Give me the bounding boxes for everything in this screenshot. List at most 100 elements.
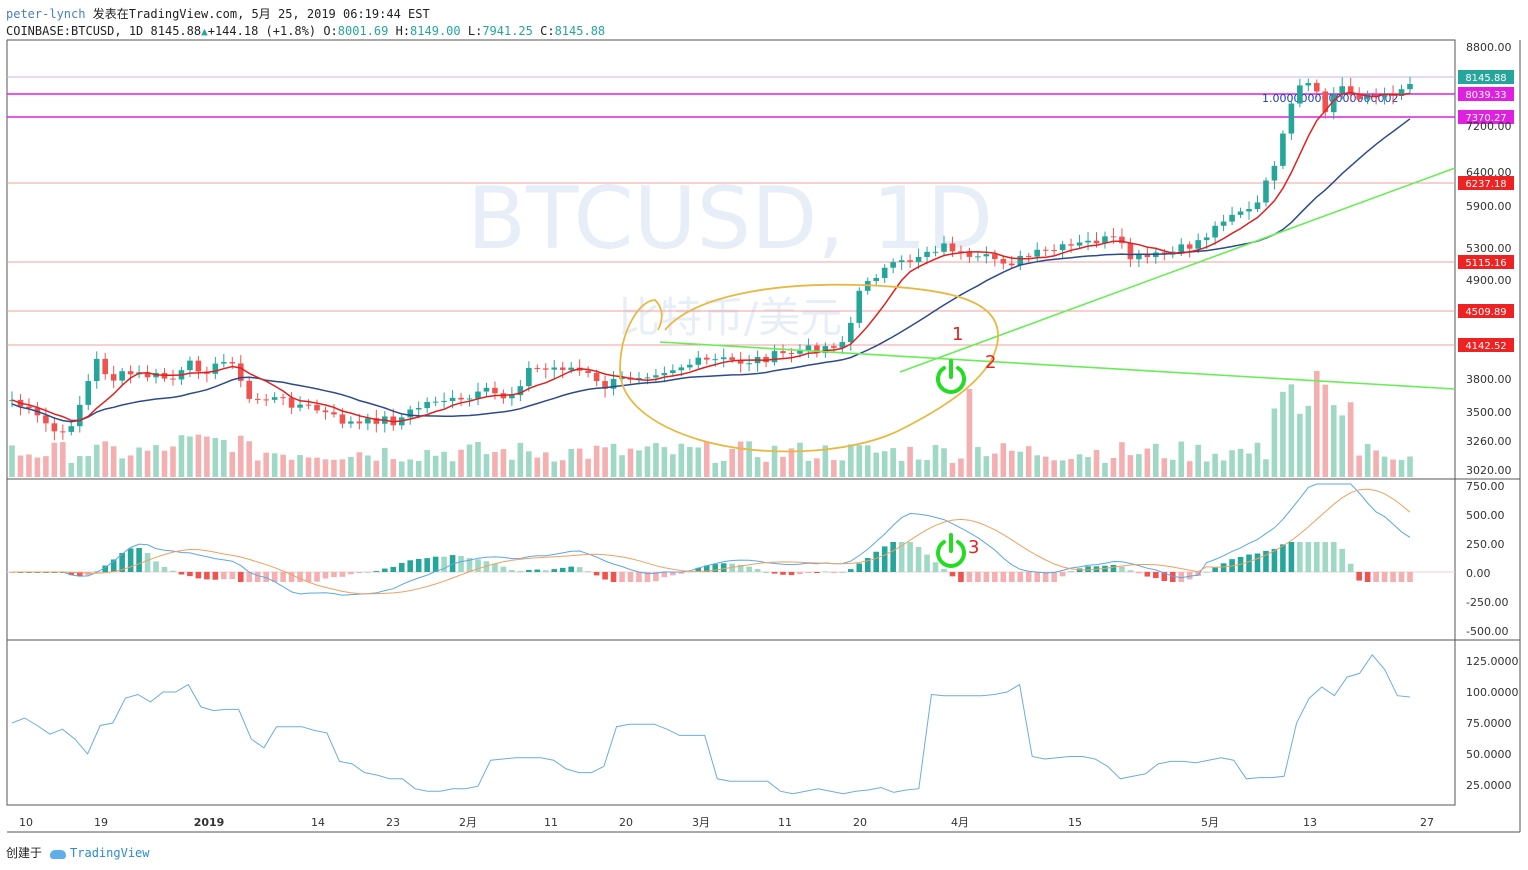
candle-body [1246,208,1252,212]
candle-body [653,375,659,378]
osc-tick-label: 50.0000 [1466,748,1512,761]
volume-bar [1347,402,1354,477]
candle-body [390,416,397,426]
candle-body [271,397,278,400]
macd-histogram-bar [93,570,100,572]
macd-histogram-bar [390,566,397,572]
volume-bar [348,456,354,477]
osc-tick-label: 100.0000 [1466,686,1519,699]
price-tick-label: 3020.00 [1466,464,1512,477]
macd-histogram-bar [644,572,651,582]
volume-bar [932,445,939,477]
volume-bar [331,459,337,477]
volume-bar [322,459,329,477]
candle-body [449,397,456,402]
candle-body [975,256,981,258]
volume-bar [1102,462,1108,477]
macd-histogram-bar [1127,570,1134,572]
volume-bar [110,446,117,477]
candle-body [542,368,549,370]
macd-histogram-bar [805,572,812,573]
volume-bar [178,435,185,477]
volume-bar [1076,454,1083,477]
volume-bar [314,457,320,477]
volume-bar [1025,446,1032,477]
macd-histogram-bar [1271,548,1278,572]
macd-histogram-bar [492,563,498,572]
macd-histogram-bar [441,556,447,572]
candle-body [348,421,354,424]
price-tick-label: 3500.00 [1466,406,1512,419]
level-label: 5115.16 [1465,258,1506,269]
candle-body [1144,253,1151,258]
candle-body [288,397,295,408]
candle-body [144,372,151,378]
macd-tick-label: -500.00 [1466,625,1508,638]
volume-bar [1271,408,1278,477]
macd-histogram-bar [636,572,642,582]
macd-histogram-bar [551,569,558,572]
macd-histogram-bar [127,548,134,572]
volume-bar [43,456,49,477]
macd-histogram-bar [195,572,202,579]
tradingview-logo-icon [50,849,67,859]
candle-body [1381,94,1388,97]
candle-body [1017,255,1024,266]
power-icon [936,366,966,394]
candle-body [966,251,973,257]
macd-histogram-bar [1288,542,1295,572]
macd-histogram-bar [924,554,930,572]
candle-body [51,423,58,432]
candle-body [1127,243,1134,260]
macd-histogram-bar [1246,554,1252,572]
candle-body [424,402,430,408]
macd-histogram-bar [119,552,125,572]
candle-body [517,386,524,396]
candle-body [466,398,473,400]
volume-bar [254,460,261,477]
volume-bar [653,443,659,477]
volume-bar [382,447,388,477]
macd-histogram-bar [1186,572,1193,580]
annotation-3: 3 [968,537,979,558]
macd-histogram-bar [559,567,566,572]
macd-histogram-bar [661,572,668,578]
volume-bar [398,461,405,477]
macd-histogram-bar [1314,542,1320,572]
macd-histogram-bar [1136,572,1142,574]
candle-body [1212,225,1218,238]
price-tick-label: 5300.00 [1466,242,1512,255]
candle-body [127,371,134,375]
volume-bar [195,434,202,477]
macd-histogram-bar [1178,572,1185,582]
candle-body [568,367,574,370]
author-link[interactable]: peter-lynch [6,7,86,21]
candle-body [1229,214,1235,222]
macd-histogram-bar [653,572,659,582]
oscillator-line [11,653,1411,795]
candle-body [1110,236,1117,238]
candle-body [492,387,498,394]
candle-body [839,342,846,348]
macd-tick-label: 250.00 [1466,538,1505,551]
candle-body [958,251,964,253]
macd-histogram-bar [1000,572,1007,582]
macd-histogram-bar [890,542,896,572]
candle-body [1195,240,1201,249]
candle-body [365,418,371,424]
macd-histogram-bar [932,562,939,572]
macd-line [12,483,1411,596]
macd-histogram-bar [1347,563,1354,572]
macd-histogram-bar [780,572,786,575]
macd-histogram-bar [314,572,320,582]
tradingview-brand[interactable]: TradingView [70,846,150,860]
high-label: H: [395,24,411,38]
candle-body [441,401,447,403]
candle-body [1186,244,1193,249]
volume-bar [678,443,685,477]
macd-histogram-bar [1390,572,1396,582]
macd-histogram-bar [593,572,600,576]
volume-bar [1280,391,1286,477]
time-tick-label: 3月 [692,816,710,829]
